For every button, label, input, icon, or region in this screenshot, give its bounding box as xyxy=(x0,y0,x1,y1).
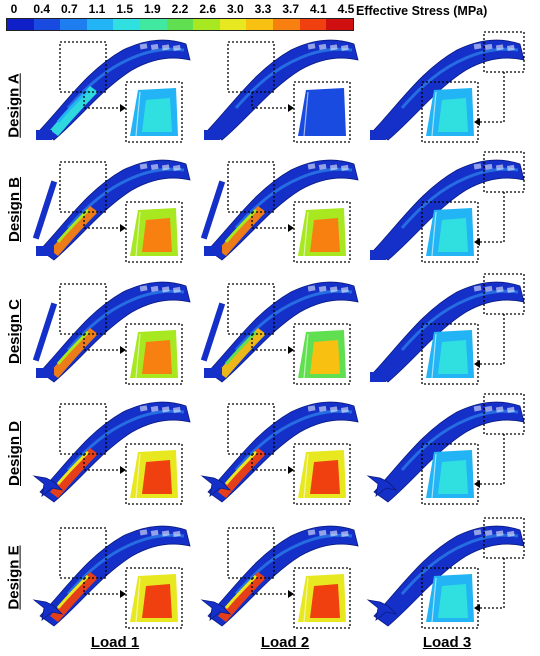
legend-tick-label: 2.2 xyxy=(171,2,189,16)
structure-model xyxy=(370,39,525,141)
zoom-inset xyxy=(421,567,479,629)
colorbar-segment xyxy=(246,19,274,30)
stress-colorbar xyxy=(6,18,354,31)
stress-panel xyxy=(362,150,532,268)
column-label-load-1: Load 1 xyxy=(90,634,140,651)
legend-tick-label: 1.1 xyxy=(88,2,106,16)
stress-panel xyxy=(28,150,198,268)
stress-legend: 0 0.4 0.7 1.1 1.5 1.9 2.2 2.6 3.0 3.3 3.7 4.1 4.5 Ef… xyxy=(0,0,540,36)
row-label-design-d: Design D xyxy=(5,420,23,486)
stress-panel xyxy=(196,272,366,390)
colorbar-segment xyxy=(33,19,61,30)
legend-tick-label: 3.3 xyxy=(254,2,272,16)
colorbar-segment xyxy=(299,19,327,30)
stress-panel xyxy=(362,30,532,148)
colorbar-segment xyxy=(7,19,34,30)
row-label-design-e: Design E xyxy=(5,544,23,610)
column-label-load-2: Load 2 xyxy=(260,634,310,651)
structure-model xyxy=(370,159,525,261)
zoom-inset xyxy=(293,567,351,629)
zoom-inset xyxy=(293,81,351,143)
stress-panel xyxy=(28,272,198,390)
zoom-inset xyxy=(125,567,183,629)
colorbar-segment xyxy=(140,19,167,30)
colorbar-segment xyxy=(166,19,194,30)
structure-model xyxy=(200,525,359,627)
zoom-inset xyxy=(125,323,183,385)
legend-tick-label: 4.1 xyxy=(309,2,327,16)
legend-tick-label: 3.7 xyxy=(282,2,299,16)
stress-panel xyxy=(362,516,532,634)
legend-tick-label: 3.0 xyxy=(226,2,244,16)
legend-tick-label: 1.5 xyxy=(116,2,133,16)
row-label-design-c: Design C xyxy=(5,298,23,364)
colorbar-segment xyxy=(219,19,247,30)
structure-model xyxy=(32,401,191,503)
legend-tick-label: 0.4 xyxy=(33,2,50,16)
structure-model xyxy=(36,39,191,141)
legend-title: Effective Stress (MPa) xyxy=(356,4,488,18)
stress-panel xyxy=(362,272,532,390)
colorbar-segment xyxy=(273,19,300,30)
zoom-inset xyxy=(421,81,479,143)
structure-model xyxy=(204,39,359,141)
row-label-design-b: Design B xyxy=(5,176,23,242)
zoom-inset xyxy=(125,81,183,143)
stress-panel xyxy=(28,392,198,510)
structure-model xyxy=(200,159,359,261)
column-label-load-3: Load 3 xyxy=(422,634,472,651)
stress-panel xyxy=(196,30,366,148)
stress-panel xyxy=(196,392,366,510)
legend-tick-label: 1.9 xyxy=(143,2,161,16)
zoom-inset xyxy=(125,201,183,263)
structure-model xyxy=(32,281,191,383)
colorbar-segment xyxy=(86,19,114,30)
structure-model xyxy=(32,525,191,627)
colorbar-segment xyxy=(193,19,220,30)
structure-model xyxy=(32,159,191,261)
legend-tick-label: 2.6 xyxy=(199,2,216,16)
zoom-inset xyxy=(421,443,479,505)
zoom-inset xyxy=(125,443,183,505)
stress-panel xyxy=(362,392,532,510)
colorbar-segment xyxy=(60,19,87,30)
structure-model xyxy=(366,525,525,627)
legend-tick-label: 0.7 xyxy=(60,2,78,16)
stress-panel xyxy=(196,516,366,634)
stress-panel xyxy=(196,150,366,268)
legend-tick-label: 0 xyxy=(10,2,18,16)
structure-model xyxy=(370,281,525,383)
structure-model xyxy=(366,401,525,503)
zoom-inset xyxy=(293,201,351,263)
zoom-inset xyxy=(293,443,351,505)
stress-panel xyxy=(28,516,198,634)
zoom-inset xyxy=(421,201,479,263)
zoom-inset xyxy=(293,323,351,385)
zoom-inset xyxy=(421,323,479,385)
colorbar-segment xyxy=(113,19,141,30)
stress-panel xyxy=(28,30,198,148)
colorbar-segment xyxy=(326,19,353,30)
legend-tick-label: 4.5 xyxy=(337,2,355,16)
